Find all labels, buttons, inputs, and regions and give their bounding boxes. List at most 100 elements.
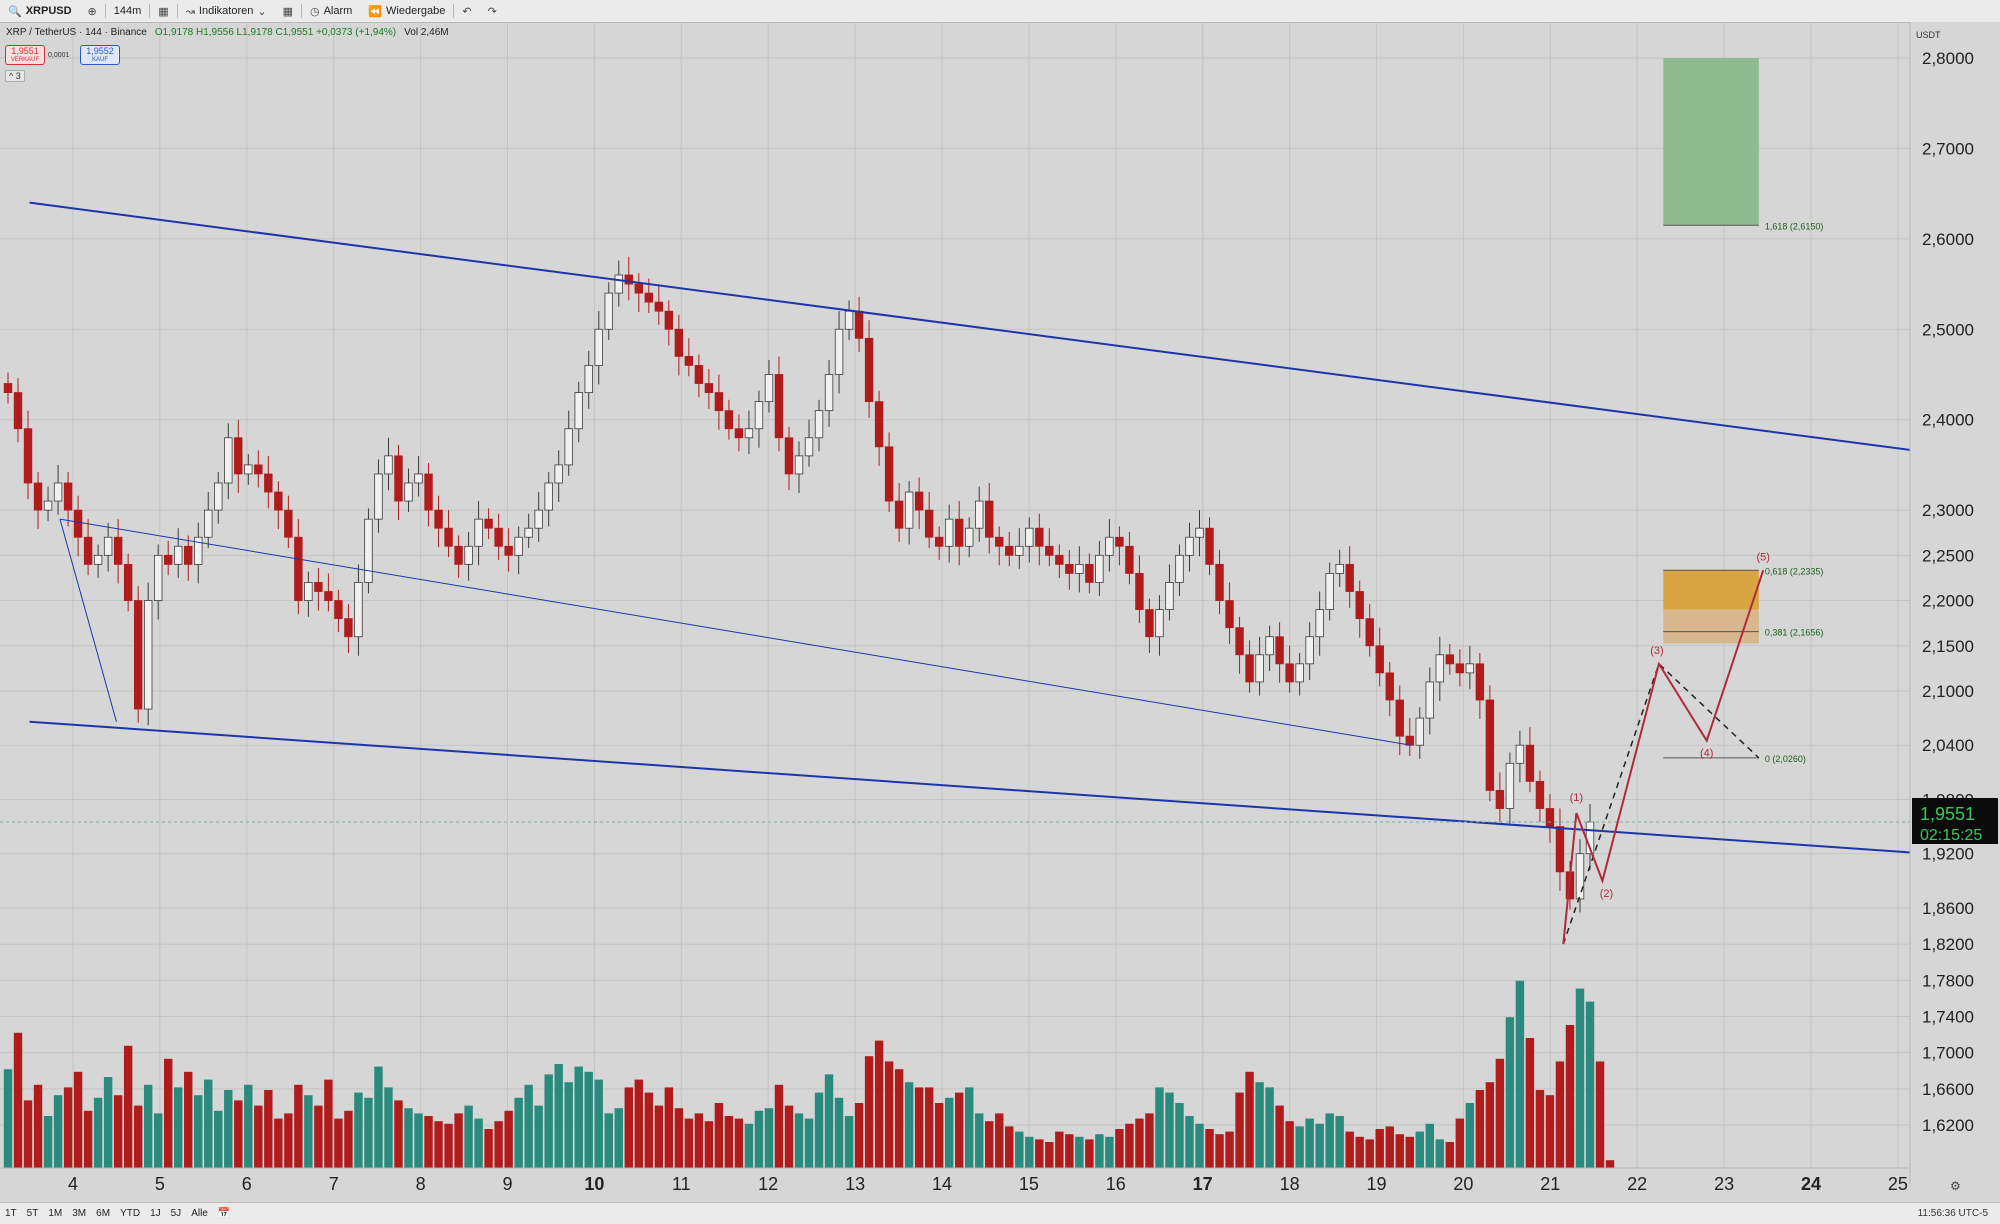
volume-bar <box>624 1087 633 1168</box>
plus-circle-icon: ⊕ <box>87 5 97 18</box>
price-axis[interactable]: USDT 2,8000 2,7000 2,6000 2,5000 2,4000 2,3000… <box>1909 22 2000 1184</box>
buy-button[interactable]: 1,9552 KAUF <box>80 45 120 65</box>
candle-up <box>1165 582 1174 610</box>
wave-label: (2) <box>1600 888 1613 900</box>
templates-button[interactable]: ▦ <box>275 0 301 22</box>
range-5T[interactable]: 5T <box>26 1208 39 1219</box>
candle-down <box>484 518 493 529</box>
candle-down <box>1065 563 1074 574</box>
volume-bar <box>1265 1087 1274 1168</box>
candle-up <box>1095 554 1104 583</box>
volume-bar <box>184 1071 193 1168</box>
volume-bar <box>204 1079 213 1168</box>
replay-button[interactable]: ⏪ Wiedergabe <box>360 0 453 22</box>
candle-up <box>464 545 473 565</box>
volume-bar <box>764 1108 774 1168</box>
candle-up <box>1505 762 1515 809</box>
candle-down <box>694 365 704 384</box>
volume-bar <box>163 1058 173 1168</box>
candle-up <box>1575 853 1585 900</box>
volume-bar <box>1585 1001 1595 1168</box>
volume-bar <box>1455 1118 1465 1168</box>
candle-up <box>1415 717 1424 746</box>
date-range-icon[interactable]: 📅 <box>217 1208 231 1219</box>
volume-bar <box>424 1116 433 1168</box>
volume-bar <box>1015 1131 1024 1168</box>
indicators-label: Indikatoren <box>198 5 254 17</box>
volume-bar <box>194 1095 203 1168</box>
candle-down <box>624 274 633 285</box>
alarm-label: Alarm <box>323 5 353 17</box>
range-ytd[interactable]: YTD <box>120 1208 141 1219</box>
volume-bar <box>1605 1160 1615 1168</box>
volume-bar <box>1135 1118 1144 1168</box>
volume-bar <box>1215 1134 1224 1168</box>
volume-bar <box>274 1118 283 1168</box>
range-1T[interactable]: 1T <box>5 1208 17 1219</box>
candle-up <box>204 509 213 538</box>
volume-bar <box>965 1087 974 1168</box>
sell-button[interactable]: 1,9551 VERKAUF <box>5 45 45 65</box>
volume-bar <box>1085 1139 1094 1168</box>
symbol-search[interactable]: 🔍 XRPUSD <box>0 0 80 22</box>
candle-down <box>3 383 13 393</box>
candle-down <box>13 392 23 430</box>
add-symbol-button[interactable]: ⊕ <box>80 0 105 22</box>
range-3M[interactable]: 3M <box>72 1208 87 1219</box>
range-all[interactable]: Alle <box>191 1208 208 1219</box>
volume-bar <box>53 1095 63 1168</box>
price-badge-value: 1,9551 <box>1920 804 1975 824</box>
candle-up <box>374 473 383 520</box>
range-1J[interactable]: 1J <box>150 1208 161 1219</box>
volume-bar <box>804 1118 814 1168</box>
candle-down <box>1215 563 1224 601</box>
volume-bar <box>674 1108 684 1168</box>
interval-button[interactable]: 144m <box>106 0 150 22</box>
zone-target <box>1663 58 1759 226</box>
volume-bar <box>904 1082 914 1168</box>
volume-bar <box>1225 1131 1234 1168</box>
range-5J[interactable]: 5J <box>170 1208 182 1219</box>
candle-down <box>634 283 644 294</box>
collapse-indicators-button[interactable]: ^ 3 <box>5 70 25 82</box>
volume-bar <box>1465 1103 1475 1168</box>
candle-down <box>774 374 784 439</box>
candle-up <box>304 582 313 601</box>
candle-down <box>704 383 714 393</box>
volume-bar <box>63 1087 73 1168</box>
volume-bar <box>554 1064 563 1168</box>
candle-down <box>664 310 674 330</box>
settings-gear-icon[interactable]: ⚙ <box>1950 1179 1961 1193</box>
candle-down <box>1455 663 1465 674</box>
volume-bar <box>444 1123 453 1168</box>
volume-bar <box>1035 1139 1044 1168</box>
candle-down <box>1375 645 1384 674</box>
range-1M[interactable]: 1M <box>48 1208 63 1219</box>
redo-button[interactable]: ↷ <box>480 0 505 22</box>
alarm-button[interactable]: ◷ Alarm <box>302 0 360 22</box>
candle-up <box>1195 527 1204 538</box>
x-tick-label: 19 <box>1366 1174 1386 1194</box>
candle-down <box>654 301 664 312</box>
range-6M[interactable]: 6M <box>96 1208 111 1219</box>
candle-up <box>384 455 393 475</box>
x-tick-label: 6 <box>242 1174 252 1194</box>
sell-label: VERKAUF <box>10 57 40 63</box>
candle-up <box>975 500 984 529</box>
volume-bar <box>985 1121 994 1168</box>
price-chart[interactable]: 1,618 (2,6150) 0,618 (2,2335) 0,381 (2,165… <box>0 22 2000 1202</box>
volume-bar <box>464 1105 473 1168</box>
volume-bar <box>824 1074 834 1168</box>
candle-down <box>163 554 173 565</box>
time-axis[interactable]: 4 5 6 7 8 9 10 11 12 13 14 15 16 17 18 19 20 21 22 23 24 25 ⚙ <box>0 1167 1961 1194</box>
candle-down <box>113 536 123 565</box>
indicators-button[interactable]: ↝ Indikatoren ⌄ <box>178 0 275 22</box>
volume-bar <box>1445 1142 1455 1168</box>
chart-type-button[interactable]: ▦ <box>150 0 176 22</box>
alarm-clock-icon: ◷ <box>309 5 320 18</box>
candle-up <box>1155 609 1164 638</box>
undo-button[interactable]: ↶ <box>454 0 479 22</box>
candle-up <box>1185 536 1194 556</box>
candle-up <box>965 527 974 547</box>
volume-bar <box>93 1097 103 1168</box>
